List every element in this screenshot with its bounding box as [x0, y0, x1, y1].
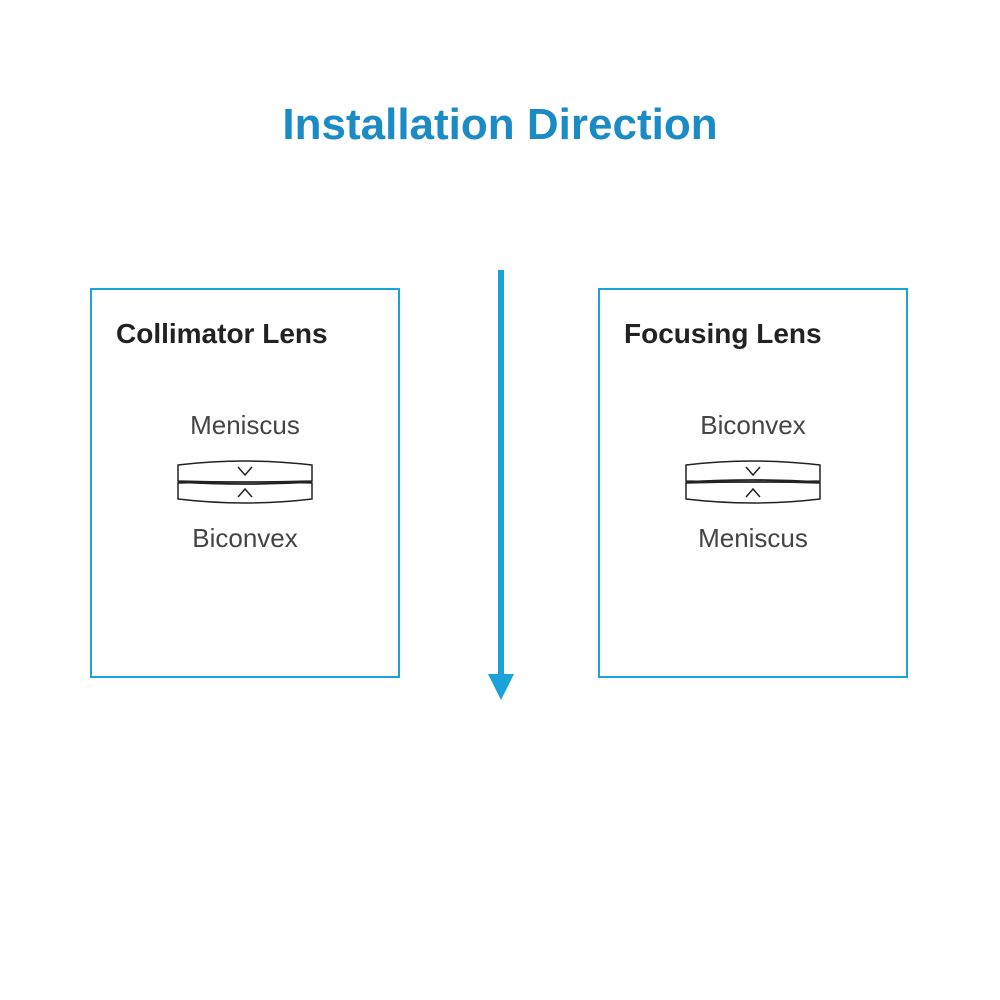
focusing-bottom-label: Meniscus	[624, 523, 882, 554]
focusing-top-label: Biconvex	[624, 410, 882, 441]
focusing-panel-title: Focusing Lens	[624, 318, 882, 350]
focusing-panel: Focusing Lens Biconvex Meniscus	[598, 288, 908, 678]
direction-arrow-icon	[486, 270, 516, 700]
collimator-panel: Collimator Lens Meniscus Biconvex	[90, 288, 400, 678]
focusing-lens-icon	[678, 455, 828, 509]
page-title: Installation Direction	[0, 100, 1000, 150]
collimator-top-label: Meniscus	[116, 410, 374, 441]
collimator-bottom-label: Biconvex	[116, 523, 374, 554]
collimator-panel-title: Collimator Lens	[116, 318, 374, 350]
collimator-lens-icon	[170, 455, 320, 509]
